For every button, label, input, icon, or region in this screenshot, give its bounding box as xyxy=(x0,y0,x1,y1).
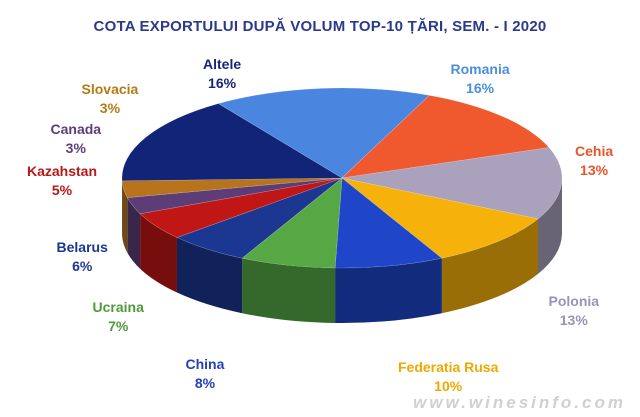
pie-slice-polonia xyxy=(341,147,563,220)
pie-slice-romania xyxy=(217,87,431,179)
pie-top-faces xyxy=(121,87,563,269)
pie-slice-ucraina xyxy=(241,177,343,269)
slice-name: Cehia xyxy=(575,143,614,159)
watermark: www.winesinfo.com xyxy=(413,393,626,412)
slice-percent: 5% xyxy=(51,182,73,198)
slice-percent: 10% xyxy=(434,378,463,394)
pie-wall-slovacia xyxy=(122,180,128,253)
label-cehia: Cehia 13% xyxy=(575,142,613,180)
slice-percent: 3% xyxy=(65,140,86,156)
slice-percent: 16% xyxy=(208,75,237,91)
label-belarus: Belarus 6% xyxy=(57,238,108,276)
pie-side-walls xyxy=(122,178,562,323)
slice-percent: 3% xyxy=(99,100,121,116)
pie-wall-belarus xyxy=(176,237,243,314)
pie-wall-canada xyxy=(127,197,141,269)
pie-slice-kazahstan xyxy=(139,177,343,238)
pie-wall-ucraina xyxy=(242,258,336,323)
label-polonia: Polonia 13% xyxy=(549,292,600,330)
slice-name: Romania xyxy=(450,61,510,77)
slice-name: Belarus xyxy=(56,239,108,255)
slice-name: China xyxy=(185,356,225,372)
pie-wall-china xyxy=(335,258,442,323)
slice-name: Canada xyxy=(50,121,102,137)
slice-name: Polonia xyxy=(548,293,600,309)
slice-name: Federatia Rusa xyxy=(398,359,499,375)
chart-title: COTA EXPORTULUI DUPĂ VOLUM TOP-10 ȚĂRI, … xyxy=(93,18,547,35)
slice-name: Kazahstan xyxy=(27,163,98,179)
label-slovacia: Slovacia 3% xyxy=(82,80,139,118)
pie-slice-cehia xyxy=(341,95,550,179)
label-altele: Altele 16% xyxy=(203,55,241,93)
slice-percent: 8% xyxy=(194,375,216,391)
pie-slice-belarus xyxy=(176,177,343,259)
label-china: China 8% xyxy=(186,355,225,393)
pie-wall-kazahstan xyxy=(140,213,177,293)
slice-percent: 6% xyxy=(72,258,93,274)
label-federatia-rusa: Federatia Rusa 10% xyxy=(398,358,498,396)
label-romania: Romania 16% xyxy=(451,60,510,98)
pie-slice-china xyxy=(334,177,443,269)
pie-slice-altele xyxy=(121,103,344,182)
label-canada: Canada 3% xyxy=(51,120,102,158)
pie-wall-polonia xyxy=(538,178,562,274)
pie-slice-slovacia xyxy=(121,177,343,198)
slice-percent: 13% xyxy=(580,162,609,178)
pie-slice-canada xyxy=(126,177,343,215)
label-kazahstan: Kazahstan 5% xyxy=(27,162,97,200)
pie-wall-federatia-rusa xyxy=(441,218,539,314)
label-ucraina: Ucraina 7% xyxy=(93,298,144,336)
slice-name: Altele xyxy=(203,56,242,72)
slice-percent: 16% xyxy=(466,80,495,96)
slice-name: Ucraina xyxy=(92,299,144,315)
slice-percent: 13% xyxy=(559,312,588,328)
slice-name: Slovacia xyxy=(81,81,139,97)
slice-percent: 7% xyxy=(108,318,129,334)
pie-slice-federatia-rusa xyxy=(341,177,539,259)
